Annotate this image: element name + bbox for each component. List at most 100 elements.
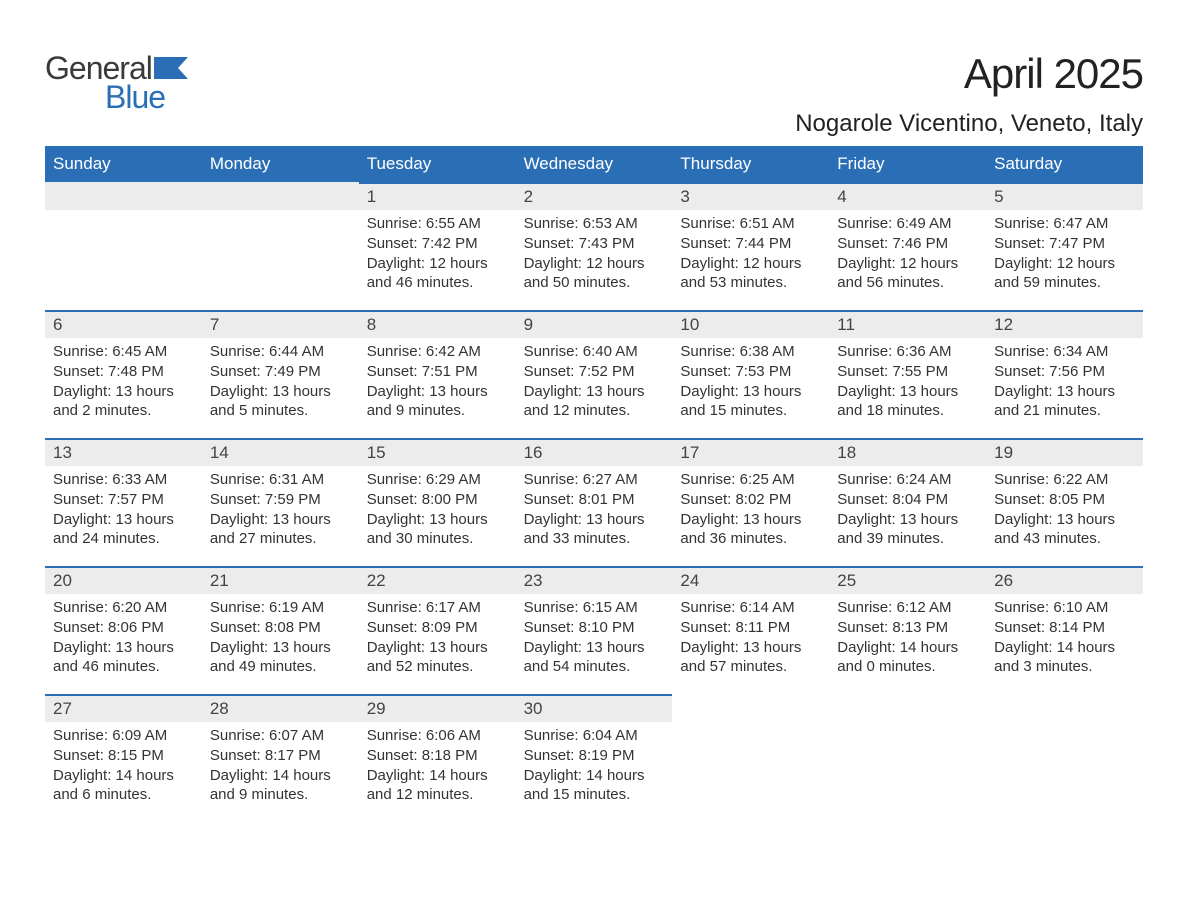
day-daylight1: Daylight: 13 hours bbox=[994, 510, 1135, 530]
day-sunrise: Sunrise: 6:51 AM bbox=[680, 214, 821, 234]
day-cell: 30Sunrise: 6:04 AMSunset: 8:19 PMDayligh… bbox=[516, 694, 673, 822]
day-number: 14 bbox=[202, 438, 359, 466]
day-number: 2 bbox=[516, 182, 673, 210]
day-daylight2: and 50 minutes. bbox=[524, 273, 665, 293]
day-daylight1: Daylight: 12 hours bbox=[994, 254, 1135, 274]
day-daylight1: Daylight: 14 hours bbox=[994, 638, 1135, 658]
day-cell: 8Sunrise: 6:42 AMSunset: 7:51 PMDaylight… bbox=[359, 310, 516, 438]
day-daylight2: and 59 minutes. bbox=[994, 273, 1135, 293]
day-content: Sunrise: 6:42 AMSunset: 7:51 PMDaylight:… bbox=[359, 338, 516, 429]
week-row: 13Sunrise: 6:33 AMSunset: 7:57 PMDayligh… bbox=[45, 438, 1143, 566]
day-content: Sunrise: 6:04 AMSunset: 8:19 PMDaylight:… bbox=[516, 722, 673, 813]
week-row: 1Sunrise: 6:55 AMSunset: 7:42 PMDaylight… bbox=[45, 182, 1143, 310]
day-content: Sunrise: 6:25 AMSunset: 8:02 PMDaylight:… bbox=[672, 466, 829, 557]
day-sunrise: Sunrise: 6:53 AM bbox=[524, 214, 665, 234]
day-cell: 15Sunrise: 6:29 AMSunset: 8:00 PMDayligh… bbox=[359, 438, 516, 566]
day-daylight1: Daylight: 13 hours bbox=[837, 382, 978, 402]
weekday-header: Wednesday bbox=[516, 146, 673, 182]
weekday-header: Friday bbox=[829, 146, 986, 182]
day-content: Sunrise: 6:49 AMSunset: 7:46 PMDaylight:… bbox=[829, 210, 986, 301]
day-cell bbox=[829, 694, 986, 822]
day-content: Sunrise: 6:17 AMSunset: 8:09 PMDaylight:… bbox=[359, 594, 516, 685]
day-number bbox=[202, 182, 359, 210]
day-cell: 12Sunrise: 6:34 AMSunset: 7:56 PMDayligh… bbox=[986, 310, 1143, 438]
day-number: 5 bbox=[986, 182, 1143, 210]
day-daylight1: Daylight: 13 hours bbox=[53, 510, 194, 530]
day-cell: 5 Sunrise: 6:47 AMSunset: 7:47 PMDaylight… bbox=[986, 182, 1143, 310]
day-sunrise: Sunrise: 6:20 AM bbox=[53, 598, 194, 618]
day-number: 29 bbox=[359, 694, 516, 722]
day-sunrise: Sunrise: 6:25 AM bbox=[680, 470, 821, 490]
day-content: Sunrise: 6:22 AMSunset: 8:05 PMDaylight:… bbox=[986, 466, 1143, 557]
day-cell: 13Sunrise: 6:33 AMSunset: 7:57 PMDayligh… bbox=[45, 438, 202, 566]
weekday-header: Saturday bbox=[986, 146, 1143, 182]
day-number: 24 bbox=[672, 566, 829, 594]
day-daylight2: and 46 minutes. bbox=[367, 273, 508, 293]
day-sunset: Sunset: 8:06 PM bbox=[53, 618, 194, 638]
day-cell: 3Sunrise: 6:51 AMSunset: 7:44 PMDaylight… bbox=[672, 182, 829, 310]
day-sunset: Sunset: 8:17 PM bbox=[210, 746, 351, 766]
day-sunset: Sunset: 7:49 PM bbox=[210, 362, 351, 382]
day-cell: 6Sunrise: 6:45 AMSunset: 7:48 PMDaylight… bbox=[45, 310, 202, 438]
week-row: 6Sunrise: 6:45 AMSunset: 7:48 PMDaylight… bbox=[45, 310, 1143, 438]
day-daylight2: and 52 minutes. bbox=[367, 657, 508, 677]
day-number bbox=[986, 694, 1143, 722]
day-number: 25 bbox=[829, 566, 986, 594]
day-daylight1: Daylight: 13 hours bbox=[210, 382, 351, 402]
day-content: Sunrise: 6:19 AMSunset: 8:08 PMDaylight:… bbox=[202, 594, 359, 685]
day-content: Sunrise: 6:10 AMSunset: 8:14 PMDaylight:… bbox=[986, 594, 1143, 685]
day-sunset: Sunset: 7:48 PM bbox=[53, 362, 194, 382]
day-sunset: Sunset: 8:10 PM bbox=[524, 618, 665, 638]
day-daylight2: and 3 minutes. bbox=[994, 657, 1135, 677]
day-sunrise: Sunrise: 6:06 AM bbox=[367, 726, 508, 746]
day-sunrise: Sunrise: 6:14 AM bbox=[680, 598, 821, 618]
weekday-header-row: Sunday Monday Tuesday Wednesday Thursday… bbox=[45, 146, 1143, 182]
week-row: 27Sunrise: 6:09 AMSunset: 8:15 PMDayligh… bbox=[45, 694, 1143, 822]
day-number: 9 bbox=[516, 310, 673, 338]
day-daylight2: and 53 minutes. bbox=[680, 273, 821, 293]
day-cell: 23Sunrise: 6:15 AMSunset: 8:10 PMDayligh… bbox=[516, 566, 673, 694]
day-number: 26 bbox=[986, 566, 1143, 594]
calendar: Sunday Monday Tuesday Wednesday Thursday… bbox=[45, 146, 1143, 822]
day-cell: 26Sunrise: 6:10 AMSunset: 8:14 PMDayligh… bbox=[986, 566, 1143, 694]
day-number: 16 bbox=[516, 438, 673, 466]
day-daylight1: Daylight: 14 hours bbox=[210, 766, 351, 786]
day-cell: 21Sunrise: 6:19 AMSunset: 8:08 PMDayligh… bbox=[202, 566, 359, 694]
day-sunrise: Sunrise: 6:40 AM bbox=[524, 342, 665, 362]
day-cell bbox=[986, 694, 1143, 822]
day-content: Sunrise: 6:29 AMSunset: 8:00 PMDaylight:… bbox=[359, 466, 516, 557]
day-daylight2: and 57 minutes. bbox=[680, 657, 821, 677]
day-daylight2: and 18 minutes. bbox=[837, 401, 978, 421]
day-sunrise: Sunrise: 6:15 AM bbox=[524, 598, 665, 618]
day-sunrise: Sunrise: 6:17 AM bbox=[367, 598, 508, 618]
day-daylight1: Daylight: 14 hours bbox=[524, 766, 665, 786]
day-content: Sunrise: 6:38 AMSunset: 7:53 PMDaylight:… bbox=[672, 338, 829, 429]
day-content: Sunrise: 6:53 AMSunset: 7:43 PMDaylight:… bbox=[516, 210, 673, 301]
day-daylight1: Daylight: 12 hours bbox=[837, 254, 978, 274]
day-daylight1: Daylight: 13 hours bbox=[367, 382, 508, 402]
day-daylight2: and 56 minutes. bbox=[837, 273, 978, 293]
day-daylight1: Daylight: 13 hours bbox=[524, 510, 665, 530]
day-sunrise: Sunrise: 6:36 AM bbox=[837, 342, 978, 362]
day-daylight1: Daylight: 13 hours bbox=[994, 382, 1135, 402]
day-daylight2: and 27 minutes. bbox=[210, 529, 351, 549]
day-sunrise: Sunrise: 6:47 AM bbox=[994, 214, 1135, 234]
day-content: Sunrise: 6:09 AMSunset: 8:15 PMDaylight:… bbox=[45, 722, 202, 813]
day-daylight2: and 54 minutes. bbox=[524, 657, 665, 677]
day-sunrise: Sunrise: 6:49 AM bbox=[837, 214, 978, 234]
day-content: Sunrise: 6:27 AMSunset: 8:01 PMDaylight:… bbox=[516, 466, 673, 557]
day-cell: 22Sunrise: 6:17 AMSunset: 8:09 PMDayligh… bbox=[359, 566, 516, 694]
day-daylight1: Daylight: 14 hours bbox=[837, 638, 978, 658]
day-content: Sunrise: 6:14 AMSunset: 8:11 PMDaylight:… bbox=[672, 594, 829, 685]
day-sunrise: Sunrise: 6:22 AM bbox=[994, 470, 1135, 490]
day-number: 21 bbox=[202, 566, 359, 594]
day-sunrise: Sunrise: 6:19 AM bbox=[210, 598, 351, 618]
day-sunset: Sunset: 7:47 PM bbox=[994, 234, 1135, 254]
day-sunrise: Sunrise: 6:07 AM bbox=[210, 726, 351, 746]
day-daylight1: Daylight: 13 hours bbox=[680, 510, 821, 530]
day-number: 19 bbox=[986, 438, 1143, 466]
day-sunrise: Sunrise: 6:27 AM bbox=[524, 470, 665, 490]
day-content: Sunrise: 6:15 AMSunset: 8:10 PMDaylight:… bbox=[516, 594, 673, 685]
day-sunset: Sunset: 7:44 PM bbox=[680, 234, 821, 254]
day-sunset: Sunset: 8:05 PM bbox=[994, 490, 1135, 510]
